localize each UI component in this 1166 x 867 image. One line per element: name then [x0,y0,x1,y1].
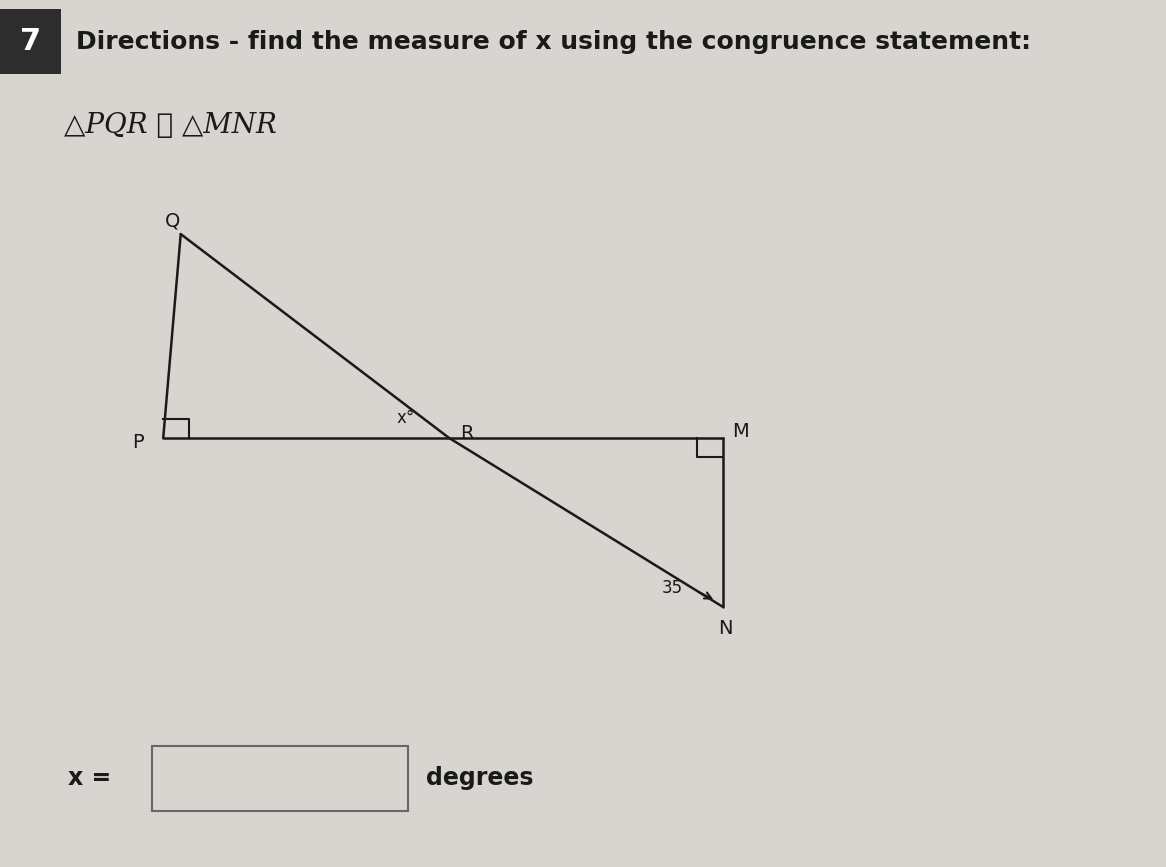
Text: 35: 35 [662,579,683,596]
Text: Q: Q [164,212,181,231]
Bar [152,746,408,811]
Text: degrees: degrees [426,766,533,790]
Text: x°: x° [396,408,415,427]
Text: x =: x = [68,766,111,790]
Text: Directions - find the measure of x using the congruence statement:: Directions - find the measure of x using… [76,29,1031,54]
Text: N: N [718,619,732,638]
Text: P: P [132,433,143,452]
Text: R: R [459,424,473,443]
Text: △PQR ≅ △MNR: △PQR ≅ △MNR [64,112,278,140]
FancyBboxPatch shape [0,9,61,74]
Text: 7: 7 [20,27,41,56]
Text: M: M [732,422,749,441]
